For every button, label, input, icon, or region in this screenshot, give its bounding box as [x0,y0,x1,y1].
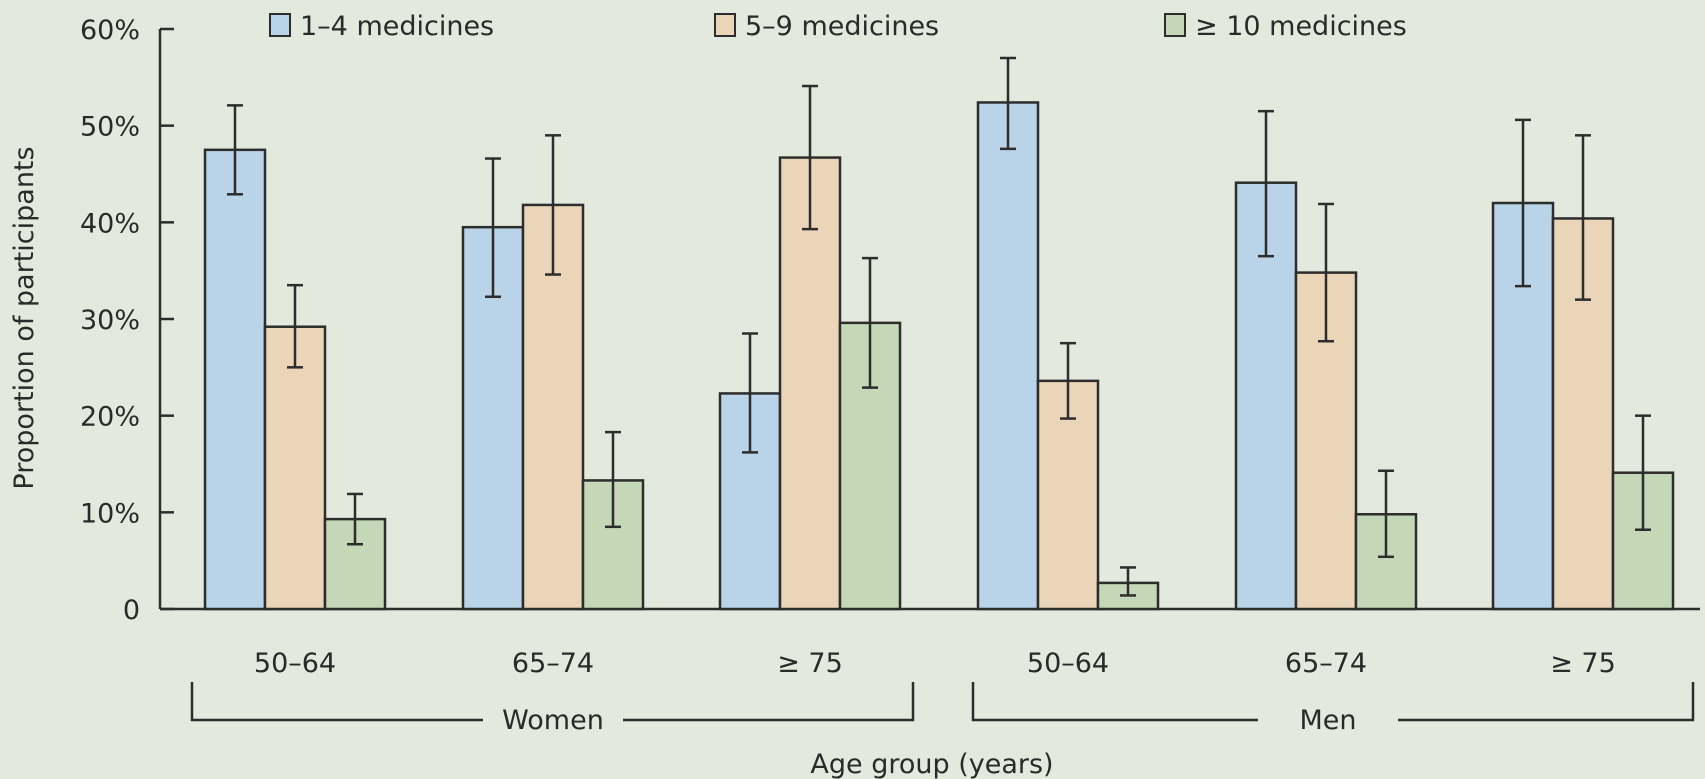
legend-swatch [269,13,291,37]
error-bar [1258,109,1274,258]
legend-item: 1–4 medicines [269,11,494,42]
legend-swatch [714,13,736,37]
error-bar [862,256,878,389]
error-bar [1378,469,1394,559]
x-tick-label: 65–74 [512,648,594,679]
legend-item: ≥ 10 medicines [1164,11,1407,42]
y-tick-label: 40% [80,208,140,239]
error-bar [1515,118,1531,288]
x-axis-title: Age group (years) [810,749,1053,779]
error-bar [1318,202,1334,343]
y-tick-label: 50% [80,112,140,143]
error-bar [1120,566,1136,597]
bar [263,325,327,611]
group-label: Women [502,705,604,736]
error-bar [347,492,363,546]
x-tick-label: ≥ 75 [777,648,843,679]
bars [203,101,1675,611]
legend-swatch [1164,13,1186,37]
y-tick-label: 60% [80,15,140,46]
y-tick-label: 30% [80,305,140,336]
x-tick-label: 65–74 [1285,648,1367,679]
axes: 0 10% 20% 30% 40% 50% 60% [80,15,1700,626]
error-bar [1060,341,1076,420]
y-tick-label: 0 [123,595,140,626]
legend-label: 1–4 medicines [300,11,494,42]
error-bar [227,104,243,196]
group-bracket: Women [190,682,915,736]
x-tick-label: 50–64 [254,648,336,679]
category-labels: 50–64 65–74 ≥ 75 50–64 65–74 ≥ 75 Women Men [190,648,1695,736]
group-bracket: Men [971,682,1695,736]
y-tick-label: 10% [80,498,140,529]
legend-label: ≥ 10 medicines [1195,11,1407,42]
y-tick-label: 20% [80,402,140,433]
y-axis-title: Proportion of participants [9,146,40,489]
error-bar [287,283,303,369]
bar [976,101,1040,611]
error-bar [1000,56,1016,151]
bar [203,148,267,611]
error-bar [1635,414,1651,531]
bar [778,156,842,611]
error-bar [605,430,621,529]
legend-item: 5–9 medicines [714,11,939,42]
error-bar [485,157,501,299]
error-bar [802,84,818,231]
error-bar [545,134,561,276]
legend-label: 5–9 medicines [745,11,939,42]
error-bars [227,56,1651,597]
legend: 1–4 medicines 5–9 medicines ≥ 10 medicines [269,11,1407,42]
error-bar [1575,134,1591,301]
x-tick-label: ≥ 75 [1550,648,1616,679]
group-label: Men [1299,705,1356,736]
error-bar [742,332,758,454]
x-tick-label: 50–64 [1027,648,1109,679]
